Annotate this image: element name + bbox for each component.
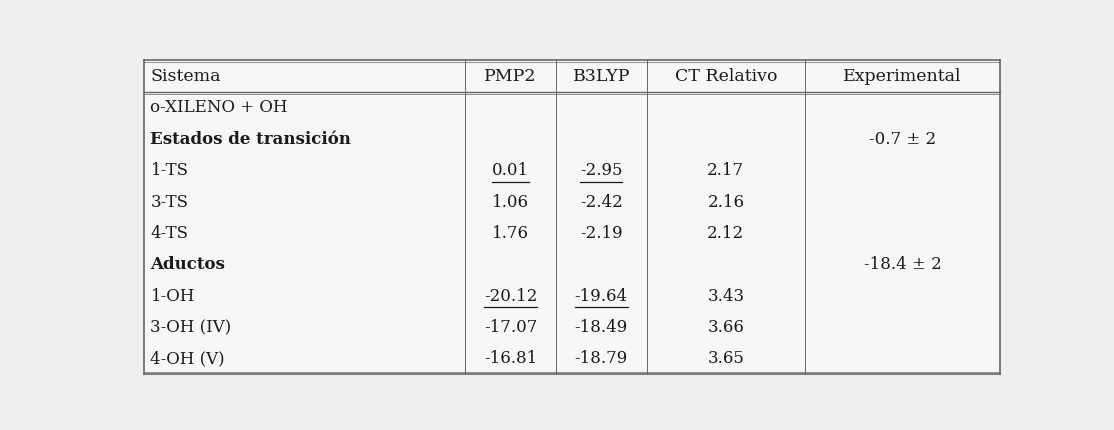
Text: -2.95: -2.95 bbox=[580, 162, 623, 179]
Text: 1.06: 1.06 bbox=[492, 194, 529, 211]
Text: 3-TS: 3-TS bbox=[150, 194, 188, 211]
Text: Sistema: Sistema bbox=[150, 68, 221, 85]
Text: 1-TS: 1-TS bbox=[150, 162, 188, 179]
Text: 0.01: 0.01 bbox=[492, 162, 529, 179]
Text: -2.42: -2.42 bbox=[580, 194, 623, 211]
Text: B3LYP: B3LYP bbox=[573, 68, 631, 85]
Text: -20.12: -20.12 bbox=[483, 288, 537, 304]
Text: -16.81: -16.81 bbox=[483, 350, 537, 367]
Text: -19.64: -19.64 bbox=[575, 288, 628, 304]
Text: 3.65: 3.65 bbox=[707, 350, 744, 367]
Text: -17.07: -17.07 bbox=[483, 319, 537, 336]
Text: Aductos: Aductos bbox=[150, 256, 225, 273]
Text: -18.79: -18.79 bbox=[575, 350, 628, 367]
Text: 2.12: 2.12 bbox=[707, 225, 744, 242]
Text: 1.76: 1.76 bbox=[492, 225, 529, 242]
Text: 4-OH (V): 4-OH (V) bbox=[150, 350, 225, 367]
Text: 3.66: 3.66 bbox=[707, 319, 744, 336]
Text: CT Relativo: CT Relativo bbox=[675, 68, 778, 85]
Text: o-XILENO + OH: o-XILENO + OH bbox=[150, 99, 289, 117]
Text: 2.16: 2.16 bbox=[707, 194, 744, 211]
Text: Estados de transición: Estados de transición bbox=[150, 131, 351, 148]
Text: 3.43: 3.43 bbox=[707, 288, 744, 304]
Text: 2.17: 2.17 bbox=[707, 162, 744, 179]
Text: 3-OH (IV): 3-OH (IV) bbox=[150, 319, 232, 336]
Text: -2.19: -2.19 bbox=[580, 225, 623, 242]
Text: 4-TS: 4-TS bbox=[150, 225, 188, 242]
Text: -18.4 ± 2: -18.4 ± 2 bbox=[863, 256, 941, 273]
Text: 1-OH: 1-OH bbox=[150, 288, 195, 304]
Text: -0.7 ± 2: -0.7 ± 2 bbox=[869, 131, 936, 148]
Text: PMP2: PMP2 bbox=[485, 68, 537, 85]
Text: Experimental: Experimental bbox=[843, 68, 961, 85]
Text: -18.49: -18.49 bbox=[575, 319, 628, 336]
